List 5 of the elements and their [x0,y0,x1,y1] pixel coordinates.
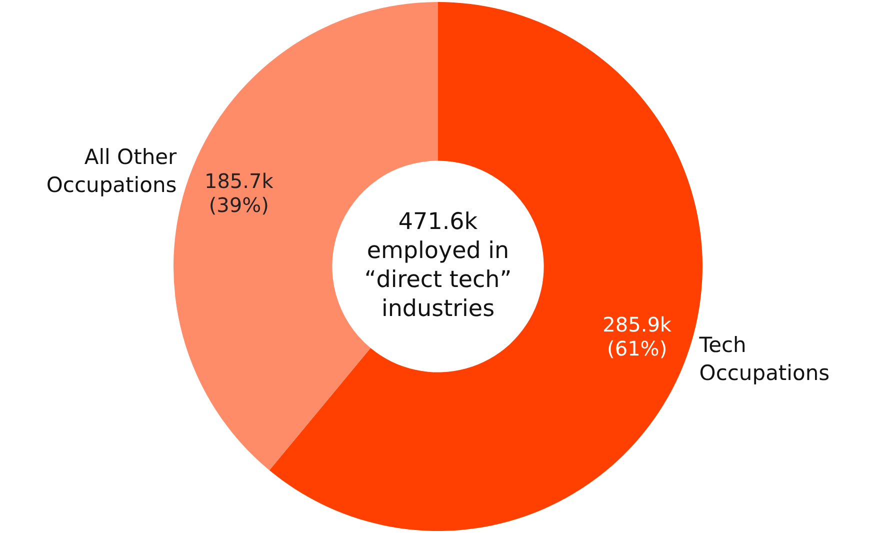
data-label: 285.9k (61%) [602,312,672,360]
text: 471.6k employed in “direct tech” industries [364,208,512,322]
data-label: 185.7k (39%) [204,169,274,218]
slice-label: All Other Occupations [46,144,178,197]
slice-label: Tech Occupations [698,333,830,386]
